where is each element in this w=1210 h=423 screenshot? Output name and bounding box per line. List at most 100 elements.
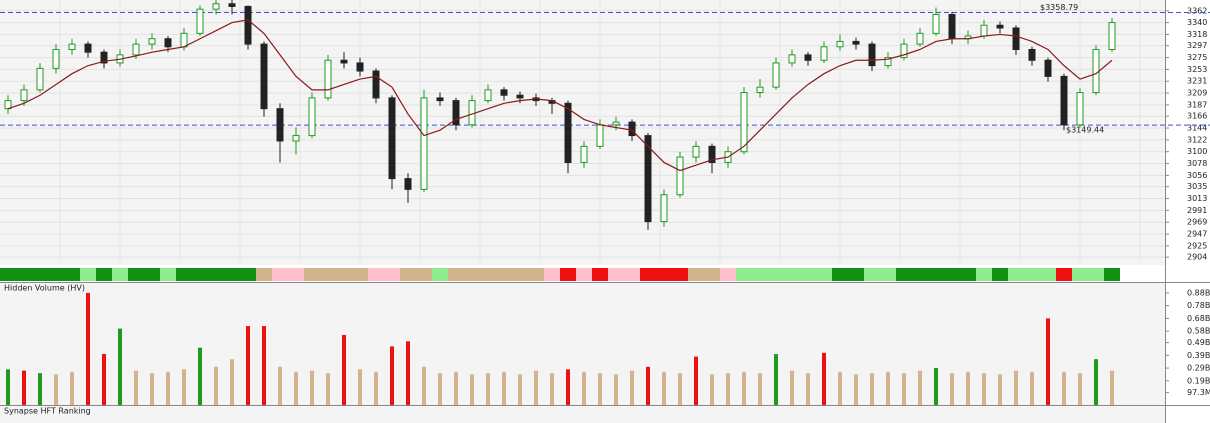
- strength-band: [816, 268, 832, 281]
- strength-band: [0, 268, 16, 281]
- candle-body: [20, 89, 28, 102]
- strength-band: [896, 268, 912, 281]
- strength-band: [128, 268, 144, 281]
- y-tick-label: 3166: [1187, 112, 1207, 121]
- volume-bar: [726, 373, 730, 405]
- candle-body: [340, 59, 348, 64]
- volume-bar: [54, 374, 58, 405]
- y-tick-label: 0.29B: [1187, 364, 1210, 373]
- candle-body: [868, 43, 876, 67]
- strength-band: [432, 268, 448, 281]
- y-tick-label: 2904: [1187, 253, 1207, 262]
- volume-bar: [406, 341, 410, 405]
- volume-bar: [1062, 371, 1066, 405]
- strength-band: [656, 268, 672, 281]
- candle-body: [1060, 75, 1068, 126]
- strength-band: [1072, 268, 1088, 281]
- candle-body: [756, 86, 764, 94]
- volume-bar: [630, 370, 634, 405]
- candle-body: [1044, 59, 1052, 77]
- candle-body: [276, 108, 284, 142]
- volume-bar: [1030, 371, 1034, 405]
- candle-body: [852, 40, 860, 45]
- volume-bar: [390, 346, 394, 405]
- candle-body: [772, 62, 780, 88]
- panel-title: Synapse HFT Ranking: [4, 407, 91, 416]
- strength-band: [96, 268, 112, 281]
- volume-bar: [1110, 370, 1114, 405]
- strength-band: [64, 268, 80, 281]
- volume-bar: [326, 373, 330, 405]
- volume-bar: [806, 373, 810, 405]
- ranking-panel: [0, 406, 1165, 423]
- strength-band: [544, 268, 560, 281]
- volume-bar: [982, 373, 986, 405]
- y-tick-label: 3209: [1187, 89, 1207, 98]
- volume-bar: [902, 373, 906, 405]
- strength-band: [800, 268, 816, 281]
- candle-body: [628, 121, 636, 137]
- y-tick-label: 3340: [1187, 18, 1207, 27]
- candle-body: [804, 54, 812, 61]
- volume-bar: [678, 373, 682, 405]
- volume-bar: [118, 328, 122, 405]
- candle-body: [900, 43, 908, 59]
- y-tick-label: 3318: [1187, 30, 1207, 39]
- volume-bar: [822, 352, 826, 405]
- y-tick-label: 0.58B: [1187, 327, 1210, 336]
- reference-label: $3149.44: [1066, 126, 1104, 135]
- candle-body: [996, 24, 1004, 29]
- y-tick-label: 0.19B: [1187, 376, 1210, 385]
- candle-body: [676, 156, 684, 196]
- strength-band: [608, 268, 624, 281]
- volume-bar: [198, 347, 202, 405]
- volume-bar: [294, 371, 298, 405]
- volume-bar: [870, 373, 874, 405]
- candle-body: [228, 3, 236, 7]
- candle-body: [692, 145, 700, 158]
- strength-band: [208, 268, 224, 281]
- y-tick-label: 3144: [1187, 124, 1207, 133]
- y-tick-label: 3297: [1187, 41, 1207, 50]
- volume-bar: [1078, 373, 1082, 405]
- strength-band: [112, 268, 128, 281]
- strength-band: [624, 268, 640, 281]
- candle-body: [596, 124, 604, 147]
- candle-body: [788, 54, 796, 64]
- candle-body: [1092, 48, 1100, 94]
- volume-bar: [374, 371, 378, 405]
- strength-band: [1024, 268, 1040, 281]
- candle-body: [260, 43, 268, 110]
- volume-bar: [742, 371, 746, 405]
- strength-band: [16, 268, 32, 281]
- strength-band: [32, 268, 48, 281]
- volume-bar: [86, 292, 90, 405]
- y-tick-label: 3275: [1187, 53, 1207, 62]
- volume-bar: [166, 371, 170, 405]
- candle-body: [932, 14, 940, 34]
- volume-bar: [134, 370, 138, 405]
- volume-bar: [1046, 318, 1050, 405]
- strength-band: [384, 268, 400, 281]
- candle-body: [740, 92, 748, 153]
- strength-band: [1040, 268, 1056, 281]
- strength-band: [416, 268, 432, 281]
- y-tick-label: 0.68B: [1187, 314, 1210, 323]
- strength-band: [992, 268, 1008, 281]
- volume-bar: [790, 370, 794, 405]
- volume-bar: [6, 369, 10, 405]
- y-tick-label: 3253: [1187, 65, 1207, 74]
- candle-body: [100, 51, 108, 64]
- y-tick-label: 3078: [1187, 159, 1207, 168]
- volume-bar: [598, 373, 602, 405]
- y-tick-label: 0.78B: [1187, 301, 1210, 310]
- candle-body: [52, 48, 60, 69]
- strength-band: [880, 268, 896, 281]
- volume-bar: [534, 370, 538, 405]
- candle-body: [388, 97, 396, 180]
- volume-bar: [998, 374, 1002, 405]
- y-tick-label: 97.3M: [1187, 388, 1210, 397]
- strength-band: [640, 268, 656, 281]
- y-tick-label: 3231: [1187, 77, 1207, 86]
